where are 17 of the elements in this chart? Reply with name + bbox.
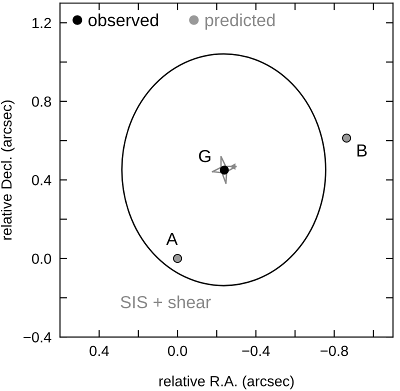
- x-tick-label: 0.0: [168, 346, 188, 356]
- x-tick-label: −0.8: [320, 346, 348, 356]
- y-tick-label: 0.0: [32, 254, 52, 264]
- y-axis-title: relative Decl. (arcsec): [0, 100, 15, 240]
- y-tick-label: 1.2: [32, 18, 51, 28]
- x-tick-label: 0.4: [90, 346, 109, 356]
- legend-label: observed: [88, 14, 158, 26]
- x-tick-label: −0.4: [242, 346, 270, 356]
- y-tick-label: 0.4: [32, 175, 52, 186]
- annotation: SIS + shear: [120, 296, 211, 308]
- legend-label: predicted: [205, 14, 275, 30]
- annotation: G: [199, 150, 210, 162]
- annotation: B: [357, 144, 367, 156]
- x-axis-title: relative R.A. (arcsec): [159, 376, 294, 390]
- y-tick-label: 0.8: [32, 96, 52, 107]
- y-tick-label: −0.4: [24, 332, 52, 342]
- annotation: A: [166, 232, 178, 245]
